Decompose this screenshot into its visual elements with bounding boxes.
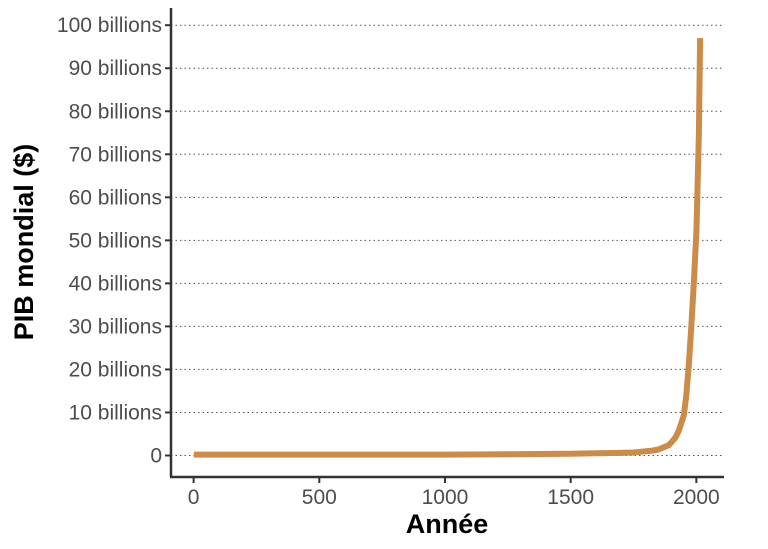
y-tick-label: 100 billions: [57, 14, 162, 37]
x-tick-label: 0: [188, 486, 200, 509]
y-tick-label: 60 billions: [69, 186, 162, 209]
y-axis-title: PIB mondial ($): [9, 144, 39, 341]
y-tick-label: 80 billions: [69, 100, 162, 123]
y-tick-label: 20 billions: [69, 358, 162, 381]
x-tick-label: 2000: [673, 486, 720, 509]
axes: [169, 8, 724, 479]
y-tick-label: 70 billions: [69, 143, 162, 166]
x-tick-label: 1500: [547, 486, 594, 509]
y-tick-label: 30 billions: [69, 315, 162, 338]
y-tick-label: 50 billions: [69, 229, 162, 252]
y-tick-label: 10 billions: [69, 401, 162, 424]
x-tick-label: 500: [302, 486, 337, 509]
y-tick-label: 40 billions: [69, 272, 162, 295]
y-tick-label: 0: [150, 444, 162, 467]
grid-lines: [171, 24, 724, 456]
x-ticks: 0 500 1000 1500 2000: [188, 477, 720, 509]
gdp-line: [193, 38, 704, 458]
y-tick-label: 90 billions: [69, 57, 162, 80]
y-ticks: 0 10 billions 20 billions 30 billions 40 bil…: [57, 14, 171, 467]
series-group: [193, 38, 704, 458]
x-tick-label: 1000: [422, 486, 469, 509]
x-axis-title: Année: [406, 509, 489, 539]
